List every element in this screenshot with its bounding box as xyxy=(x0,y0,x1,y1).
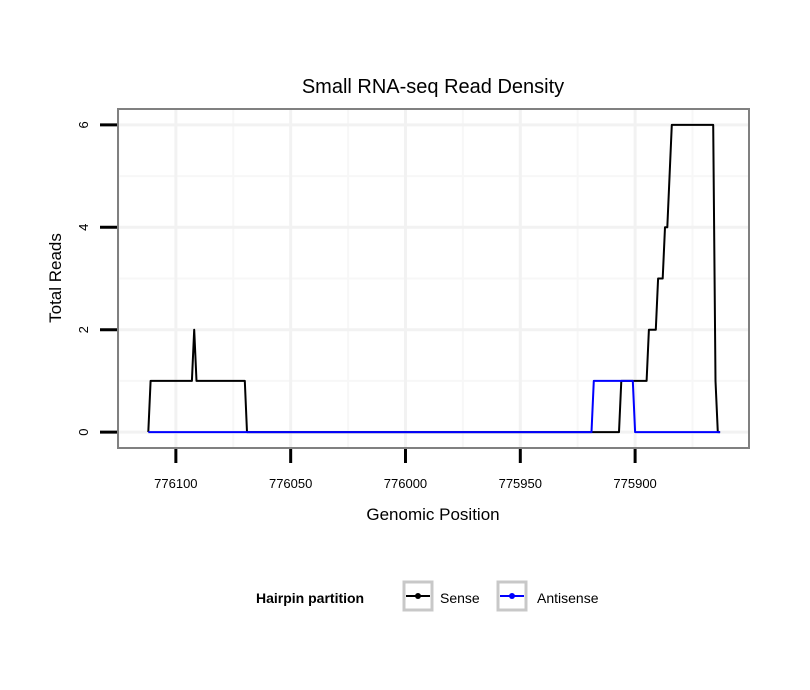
x-tick-label: 775900 xyxy=(613,476,656,491)
y-tick-label: 4 xyxy=(76,224,91,231)
series-line-sense xyxy=(147,123,721,434)
chart-title: Small RNA-seq Read Density xyxy=(302,76,564,98)
x-tick-label: 775950 xyxy=(499,476,542,491)
legend-point-antisense xyxy=(509,593,515,599)
x-tick-label: 776000 xyxy=(384,476,427,491)
legend-label-sense: Sense xyxy=(440,590,480,606)
legend: Hairpin partition Sense Antisense xyxy=(256,580,599,612)
x-tick-label: 776050 xyxy=(269,476,312,491)
legend-title: Hairpin partition xyxy=(256,590,364,606)
series-lines xyxy=(147,123,721,434)
plot-panel-border xyxy=(117,108,750,449)
x-axis-label: Genomic Position xyxy=(366,505,499,524)
series-line-antisense xyxy=(148,379,721,434)
y-axis-label: Total Reads xyxy=(46,233,65,323)
grid xyxy=(117,109,749,448)
y-tick-label: 6 xyxy=(76,121,91,128)
legend-item-sense[interactable]: Sense xyxy=(402,580,480,612)
legend-point-sense xyxy=(415,593,421,599)
y-tick-label: 0 xyxy=(76,429,91,436)
legend-label-antisense: Antisense xyxy=(537,590,599,606)
axes: 776100 776050 776000 775950 775900 0 2 4 6 xyxy=(76,121,657,491)
legend-item-antisense[interactable]: Antisense xyxy=(496,580,599,612)
legend-key-sense xyxy=(402,580,434,612)
y-tick-label: 2 xyxy=(76,326,91,333)
x-tick-label: 776100 xyxy=(154,476,197,491)
